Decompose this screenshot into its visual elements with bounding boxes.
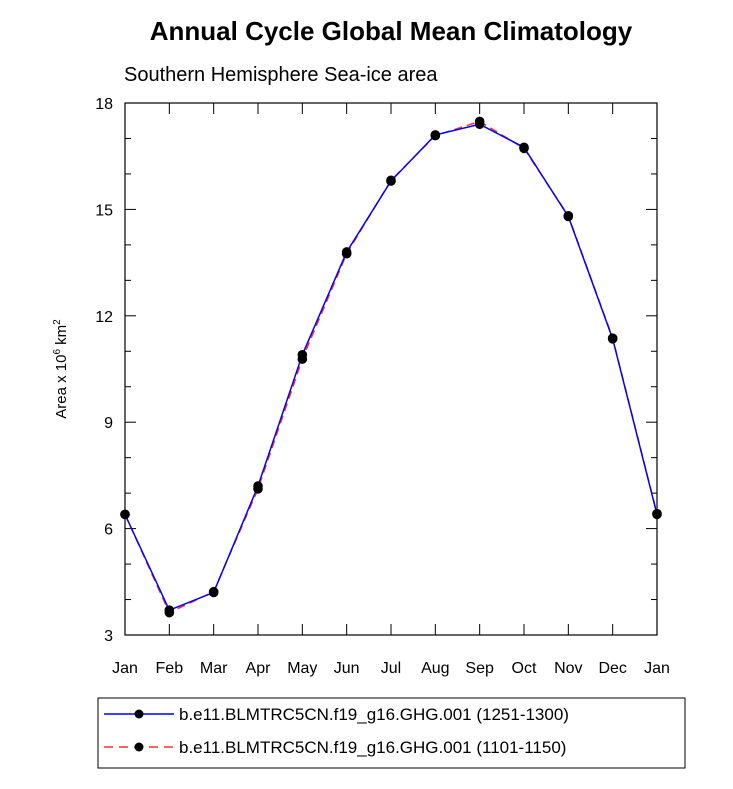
x-tick-label: Oct [512, 660, 537, 677]
y-axis-label: Area x 106 km2 [52, 319, 70, 419]
y-tick-label: 18 [95, 96, 113, 113]
y-tick-label: 3 [104, 628, 113, 645]
chart-title: Annual Cycle Global Mean Climatology [150, 16, 633, 46]
series-2-point [519, 143, 529, 154]
series-2-point [120, 509, 130, 520]
series-2-point [430, 130, 441, 141]
legend: b.e11.BLMTRC5CN.f19_g16.GHG.001 (1251-13… [97, 697, 686, 769]
series-2-point [164, 607, 175, 618]
series-markers [120, 116, 662, 618]
x-tick-label: Mar [200, 660, 228, 677]
y-axis-label-exp2: 2 [52, 319, 63, 325]
y-tick-label: 6 [104, 522, 113, 539]
series-2-point [297, 354, 308, 364]
chart-subtitle: Southern Hemisphere Sea-ice area [124, 64, 438, 86]
x-tick-label: Jul [381, 660, 401, 677]
y-axis-label-prefix: Area x 10 [53, 355, 70, 419]
plot-area: 3 6 9 12 15 18 Jan Feb Mar Apr May Jun Jul Aug Sep Oct… [95, 96, 670, 677]
series-2-point [474, 116, 485, 127]
x-tick-label: Sep [465, 660, 494, 677]
series-lines [124, 120, 658, 614]
series-2-point [341, 248, 352, 259]
series-2-point [253, 484, 263, 494]
series-2-point [386, 175, 396, 186]
legend-marker-2 [134, 742, 144, 752]
y-tick-label: 12 [95, 309, 113, 326]
x-tick-label: Nov [554, 660, 582, 677]
x-tick-labels: Jan Feb Mar Apr May Jun Jul Aug Sep Oct Nov Dec Jan [112, 660, 670, 677]
series-2-point [607, 333, 618, 343]
y-axis-label-exp1: 6 [52, 349, 63, 355]
series-line-1 [124, 123, 658, 612]
x-tick-label: Aug [421, 660, 449, 677]
legend-marker-1 [134, 709, 144, 719]
y-axis-label-mid: km [53, 325, 70, 349]
x-tick-label: Jan [644, 660, 670, 677]
x-tick-label: Jun [334, 660, 360, 677]
legend-label-2: b.e11.BLMTRC5CN.f19_g16.GHG.001 (1101-11… [179, 738, 566, 757]
x-tick-label: Apr [246, 660, 272, 677]
series-line-2 [124, 120, 658, 614]
y-tick-labels: 3 6 9 12 15 18 [95, 96, 113, 645]
x-tick-label: Feb [156, 660, 184, 677]
x-tick-label: Dec [598, 660, 626, 677]
x-tick-label: Jan [112, 660, 138, 677]
legend-label-1: b.e11.BLMTRC5CN.f19_g16.GHG.001 (1251-13… [179, 705, 569, 724]
series-2-point [208, 586, 219, 597]
series-2-point [652, 508, 662, 519]
y-tick-label: 9 [104, 415, 113, 432]
x-tick-label: May [287, 660, 317, 677]
y-tick-label: 15 [95, 202, 113, 219]
legend-box [97, 697, 686, 769]
series-2-point [563, 210, 574, 221]
